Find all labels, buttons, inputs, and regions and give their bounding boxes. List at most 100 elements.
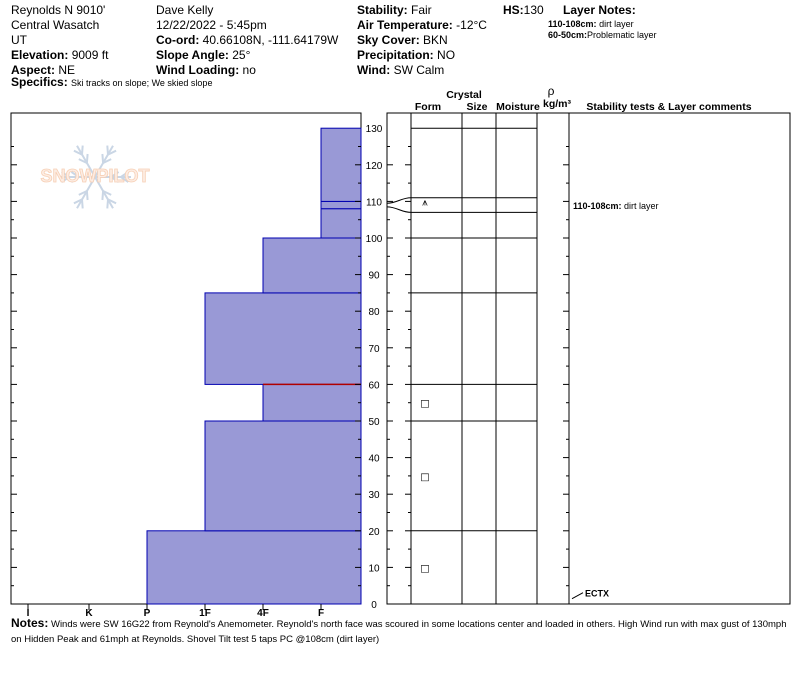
height-tick-label: 0 [371,600,377,611]
wind-row: Wind: SW Calm [357,63,487,78]
height-tick-label: 20 [368,527,380,538]
height-tick-label: 70 [368,344,380,355]
stability-value: Fair [411,3,432,17]
stability-tests: ECTX [571,589,609,600]
coord-row: Co-ord: 40.66108N, -111.64179W [156,33,338,48]
header-moisture: Moisture [496,101,540,113]
hardness-layers [146,127,362,605]
air-temp-value: -12°C [456,18,487,32]
aspect-row: Aspect: NE [11,63,108,78]
precip-value: NO [437,48,456,62]
layer-note-range: 110-108cm: [548,19,597,29]
elevation-row: Elevation: 9009 ft [11,48,108,63]
layer-connector [386,206,412,213]
hardness-label: 4F [257,608,269,619]
notes-block: Notes: Winds were SW 16G22 from Reynold'… [11,616,791,647]
hardness-layer [320,127,362,202]
snowflake-arm [94,145,114,178]
height-tick-label: 50 [368,417,380,428]
snowflake-branch [107,149,117,156]
snowflake-branch [102,190,112,196]
logo-text: SNOWPILOT [41,166,150,186]
layer-comment-text: dirt layer [622,201,659,211]
snowflake-branch [106,199,109,209]
header-crystal: Crystal [446,89,482,101]
crystal-form-symbol: □ [420,399,429,410]
observer-name: Dave Kelly [156,3,214,17]
hardness-layer [262,383,362,422]
stability-label: Stability: [357,3,408,17]
height-tick-label: 120 [366,161,383,172]
layer-notes-list: 110-108cm: dirt layer 60-50cm:Problemati… [548,19,657,41]
crystal-symbols: □ □ □ ⩚ [420,197,429,574]
range-name: Central Wasatch [11,18,100,32]
sky-label: Sky Cover: [357,33,420,47]
header-size: Size [466,101,487,113]
test-pointer [571,592,584,600]
sky-row: Sky Cover: BKN [357,33,487,48]
snowflake-arm [76,145,96,178]
specifics-label: Specifics: [11,75,68,89]
header-density-unit: kg/m³ [543,98,572,110]
stability-row: Stability: Fair [357,3,487,18]
wind-loading-value: no [242,63,256,77]
snowflake-branch [106,145,109,155]
layer-comment-range: 110-108cm: [573,201,622,211]
snowflake-branch [73,149,83,156]
snowpilot-logo: SNOWPILOT [40,145,150,209]
column-headers: Crystal Form Size Moisture ρ kg/m³ Stabi… [415,84,752,113]
height-tick-label: 40 [368,454,380,465]
observer-block: Dave Kelly 12/22/2022 - 5:45pm Co-ord: 4… [156,3,338,78]
coord-value: 40.66108N, -111.64179W [202,33,339,47]
crystal-form-symbol: □ [420,472,429,483]
hardness-layer [146,530,362,605]
snowflake-branch [110,176,120,183]
hardness-axis: I K P 1F 4F F [27,604,324,619]
layer-boundaries [386,127,537,532]
snowflake-branch [70,176,80,183]
header-rho: ρ [548,84,555,98]
sky-value: BKN [423,33,448,47]
layer-comments: 110-108cm: dirt layer [573,201,659,211]
snowflake-branch [85,190,89,201]
hardness-label: P [144,608,151,619]
snowflake-arm [76,176,96,209]
height-tick-label: 130 [366,124,383,135]
snowflake-branch [78,158,88,164]
hardness-layer [262,237,362,294]
crystal-form-symbol: □ [420,563,429,574]
wind-label: Wind: [357,63,391,77]
height-tick-label: 100 [366,234,383,245]
left-ticks [11,146,361,587]
wind-value: SW Calm [393,63,445,77]
layer-connector [386,197,412,204]
layer-note: 60-50cm:Problematic layer [548,30,657,41]
hardness-label: 1F [199,608,211,619]
layer-table-frame [386,112,791,605]
hardness-label: K [85,608,93,619]
layer-note-text: Problematic layer [587,30,657,40]
layer-note: 110-108cm: dirt layer [548,19,657,30]
hardness-layer [204,292,362,385]
snowflake-icon [59,145,131,209]
slope-row: Slope Angle: 25° [156,48,338,63]
coord-label: Co-ord: [156,33,200,47]
notes-label: Notes: [11,616,49,630]
wind-loading-row: Wind Loading: no [156,63,338,78]
height-tick-label: 90 [368,271,380,282]
slope-value: 25° [232,48,251,62]
layer-notes-title: Layer Notes: [563,3,636,17]
hardness-layer [320,208,362,239]
header-comments: Stability tests & Layer comments [586,101,751,113]
specifics-row: Specifics: Ski tracks on slope; We skied… [11,75,212,90]
slope-label: Slope Angle: [156,48,229,62]
snowflake-branch [78,190,88,196]
snowflake-branch [70,171,80,178]
snowflake-branch [110,171,120,178]
stability-test-label: ECTX [585,589,609,599]
specifics-value: Ski tracks on slope; We skied slope [71,78,213,88]
snowflake-arm [94,176,114,209]
layer-note-range: 60-50cm: [548,30,588,40]
layer-comment: 110-108cm: dirt layer [573,201,659,211]
